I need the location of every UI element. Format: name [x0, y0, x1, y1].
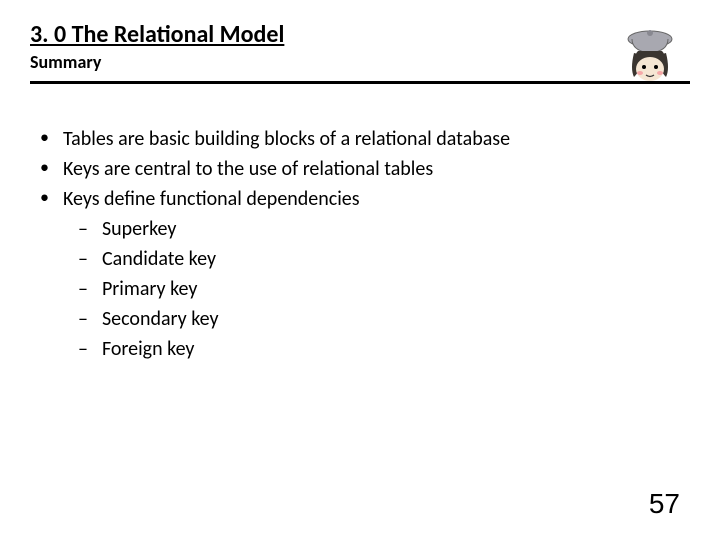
dash-marker-icon: –	[78, 244, 88, 274]
sub-bullet-item: – Primary key	[78, 274, 690, 304]
sub-bullet-list: – Superkey – Candidate key – Primary key…	[40, 214, 690, 364]
dash-marker-icon: –	[78, 214, 88, 244]
slide-subtitle: Summary	[30, 51, 690, 73]
bullet-item: • Keys are central to the use of relatio…	[40, 154, 690, 184]
sub-bullet-item: – Secondary key	[78, 304, 690, 334]
dash-marker-icon: –	[78, 304, 88, 334]
bullet-marker-icon: •	[40, 184, 49, 211]
sub-bullet-item: – Superkey	[78, 214, 690, 244]
avatar-icon	[620, 25, 680, 85]
slide-title: 3. 0 The Relational Model	[30, 20, 690, 49]
bullet-text: Tables are basic building blocks of a re…	[63, 124, 510, 154]
main-bullet-list: • Tables are basic building blocks of a …	[40, 124, 690, 214]
sub-bullet-text: Superkey	[102, 214, 176, 244]
dash-marker-icon: –	[78, 334, 88, 364]
sub-bullet-text: Primary key	[102, 274, 197, 304]
bullet-item: • Tables are basic building blocks of a …	[40, 124, 690, 154]
bullet-text: Keys define functional dependencies	[63, 184, 360, 214]
sub-bullet-text: Secondary key	[102, 304, 219, 334]
sub-bullet-item: – Foreign key	[78, 334, 690, 364]
sub-bullet-item: – Candidate key	[78, 244, 690, 274]
sub-bullet-text: Candidate key	[102, 244, 216, 274]
slide-container: 3. 0 The Relational Model Summary •	[0, 0, 720, 540]
bullet-item: • Keys define functional dependencies	[40, 184, 690, 214]
content-area: • Tables are basic building blocks of a …	[30, 124, 690, 364]
bullet-marker-icon: •	[40, 124, 49, 151]
header: 3. 0 The Relational Model Summary	[30, 20, 690, 84]
page-number: 57	[649, 488, 680, 520]
bullet-text: Keys are central to the use of relationa…	[63, 154, 433, 184]
dash-marker-icon: –	[78, 274, 88, 304]
sub-bullet-text: Foreign key	[102, 334, 194, 364]
bullet-marker-icon: •	[40, 154, 49, 181]
